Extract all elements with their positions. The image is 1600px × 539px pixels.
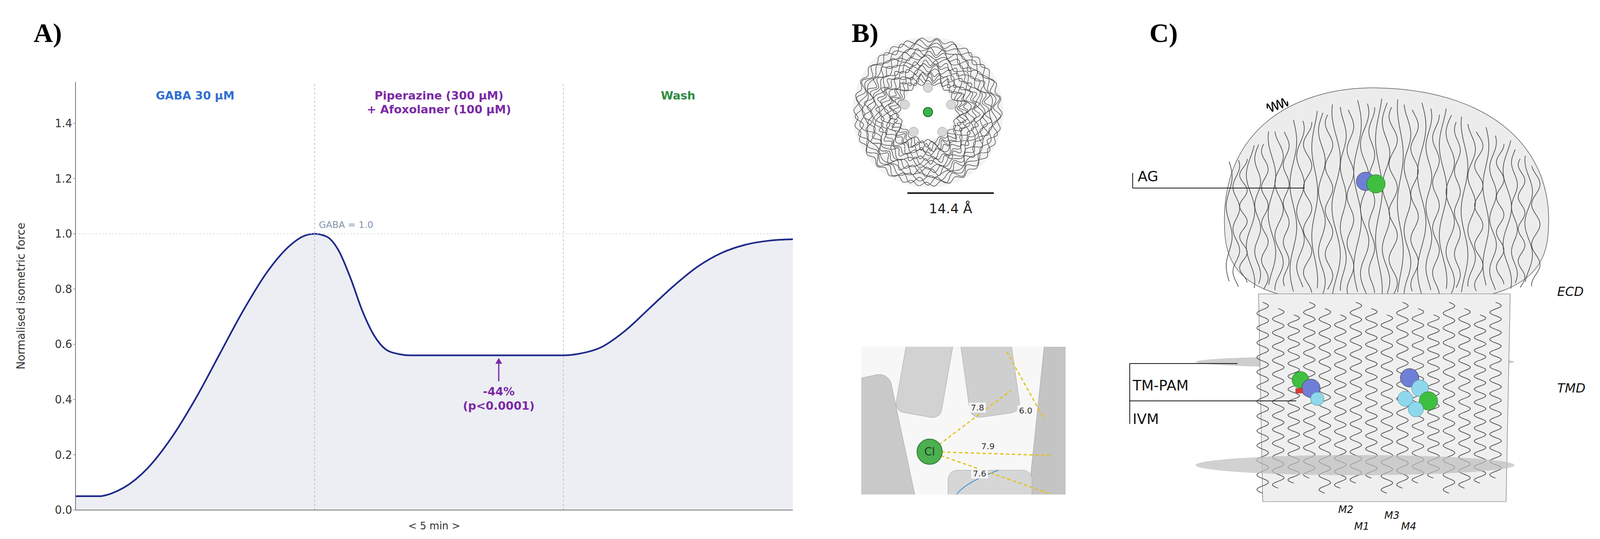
svg-text:0.8: 0.8 <box>54 282 73 296</box>
svg-text:0.0: 0.0 <box>54 503 73 516</box>
svg-text:+ Afoxolaner (100 µM): + Afoxolaner (100 µM) <box>366 102 511 116</box>
svg-text:B): B) <box>851 18 879 48</box>
svg-text:A): A) <box>33 18 63 48</box>
svg-text:14.4 Å: 14.4 Å <box>928 200 972 217</box>
svg-text:0.2: 0.2 <box>54 448 73 462</box>
svg-text:< 5 min >: < 5 min > <box>408 519 461 532</box>
svg-text:7.8: 7.8 <box>970 402 985 413</box>
svg-text:1.0: 1.0 <box>54 227 73 240</box>
svg-text:0.4: 0.4 <box>54 393 73 406</box>
svg-text:Cl: Cl <box>924 445 935 458</box>
svg-text:ECD: ECD <box>1557 284 1584 299</box>
svg-text:-44%: -44% <box>482 384 515 398</box>
svg-text:TMD: TMD <box>1557 380 1586 396</box>
svg-text:Normalised isometric force: Normalised isometric force <box>14 222 28 370</box>
svg-text:GABA 30 µM: GABA 30 µM <box>155 88 235 102</box>
svg-text:AG: AG <box>1137 167 1159 185</box>
svg-text:M1: M1 <box>1354 520 1370 532</box>
svg-text:1.2: 1.2 <box>54 172 73 186</box>
svg-text:(p<0.0001): (p<0.0001) <box>462 398 535 412</box>
svg-text:IVM: IVM <box>1132 410 1160 428</box>
svg-text:1.4: 1.4 <box>54 117 73 130</box>
svg-text:GABA = 1.0: GABA = 1.0 <box>318 219 374 230</box>
svg-text:C): C) <box>1149 18 1178 48</box>
svg-text:M2: M2 <box>1338 503 1354 516</box>
svg-text:6.0: 6.0 <box>1018 405 1033 416</box>
svg-text:TM-PAM: TM-PAM <box>1132 376 1189 394</box>
svg-text:Wash: Wash <box>660 88 696 102</box>
svg-text:7.6: 7.6 <box>972 468 987 479</box>
svg-text:7.9: 7.9 <box>981 440 995 451</box>
svg-text:M3: M3 <box>1384 509 1400 522</box>
svg-text:M4: M4 <box>1401 520 1417 532</box>
svg-text:0.6: 0.6 <box>54 337 73 351</box>
svg-text:Piperazine (300 µM): Piperazine (300 µM) <box>374 88 504 102</box>
